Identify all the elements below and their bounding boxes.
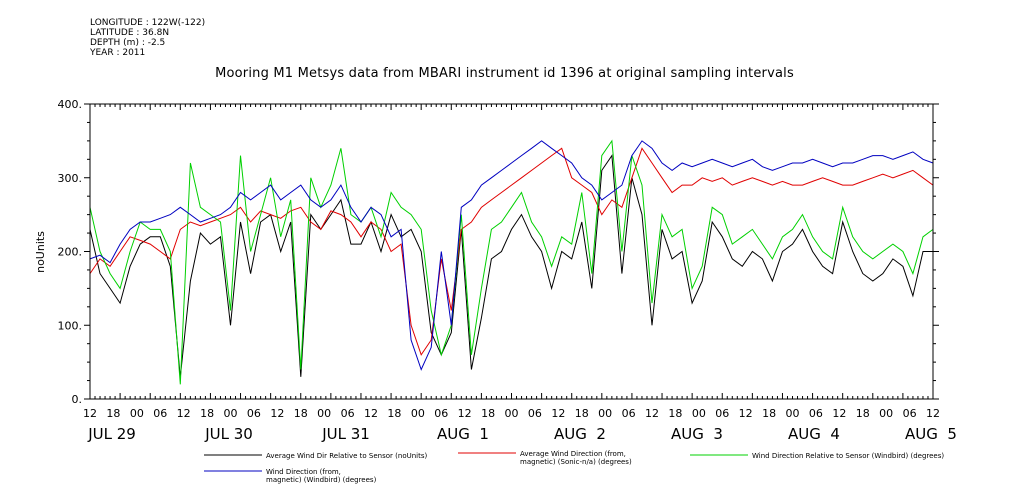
x-tick-label: 12 [739,407,753,420]
dataset-metadata: LONGITUDE : 122W(-122) LATITUDE : 36.8N … [90,18,205,58]
x-tick-label: 18 [387,407,401,420]
x-tick-label: 06 [434,407,448,420]
series-line-0 [89,154,933,377]
x-tick-label: 00 [130,407,144,420]
legend-red-label: magnetic) (Sonic-n/a) (degrees) [520,458,632,466]
x-tick-label: 18 [575,407,589,420]
x-tick-label: 18 [294,407,308,420]
series-line-1 [89,147,934,356]
x-day-label: JUL 31 [321,425,370,443]
x-tick-label: 18 [106,407,120,420]
x-tick-label: 18 [856,407,870,420]
x-axis: 12 18 00 06 12 18 00 06 12 18 00 06 12 18 00 06 12 18 00 06… [83,104,957,443]
legend-green-label: Wind Direction Relative to Sensor (Windb… [752,452,944,460]
x-tick-label: 00 [598,407,612,420]
x-tick-label: 12 [926,407,940,420]
legend-black-label: Average Wind Dir Relative to Sensor (noU… [266,452,427,460]
x-tick-label: 00 [505,407,519,420]
x-tick-label: 00 [692,407,706,420]
x-tick-label: 12 [832,407,846,420]
legend-red-label: Average Wind Direction (from, [520,450,626,458]
y-tick-label: 200. [58,246,83,259]
series-lines [89,139,934,385]
legend-blue-label: magnetic) (Windbird) (degrees) [266,476,377,484]
plot-frame [89,103,934,400]
x-day-label: JUL 30 [204,425,253,443]
x-tick-label: 18 [762,407,776,420]
x-tick-label: 00 [317,407,331,420]
x-day-label: AUG 3 [671,425,723,443]
x-tick-label: 06 [622,407,636,420]
x-tick-label: 06 [247,407,261,420]
x-day-label: AUG 5 [905,425,957,443]
x-tick-label: 18 [481,407,495,420]
x-tick-label: 00 [879,407,893,420]
y-tick-label: 100. [58,319,83,332]
y-tick-label: 0. [72,393,83,406]
x-tick-label: 00 [786,407,800,420]
y-axis-label: noUnits [34,231,47,273]
y-tick-label: 300. [58,172,83,185]
series-line-3 [89,140,934,371]
x-tick-label: 06 [903,407,917,420]
legend: Average Wind Dir Relative to Sensor (noU… [204,450,944,484]
x-tick-label: 06 [715,407,729,420]
x-tick-label: 06 [341,407,355,420]
x-tick-label: 18 [200,407,214,420]
x-tick-label: 12 [83,407,97,420]
legend-blue-label: Wind Direction (from, [266,468,341,476]
x-tick-label: 12 [458,407,472,420]
depth-text: DEPTH (m) : -2.5 [90,38,166,48]
y-axis: 0. 100. 200. 300. 400. [58,98,939,406]
x-tick-label: 12 [177,407,191,420]
x-tick-label: 12 [551,407,565,420]
x-tick-label: 00 [224,407,238,420]
year-text: YEAR : 2011 [90,48,146,58]
x-tick-label: 12 [270,407,284,420]
x-tick-label: 12 [645,407,659,420]
latitude-text: LATITUDE : 36.8N [90,28,170,38]
y-tick-label: 400. [58,98,83,111]
x-tick-label: 00 [411,407,425,420]
x-tick-label: 06 [809,407,823,420]
x-day-label: AUG 2 [554,425,606,443]
x-tick-label: 18 [668,407,682,420]
chart-title: Mooring M1 Metsys data from MBARI instru… [215,66,794,81]
x-tick-label: 06 [528,407,542,420]
x-day-label: JUL 29 [87,425,136,443]
x-tick-label: 06 [153,407,167,420]
x-day-label: AUG 1 [437,425,489,443]
x-tick-label: 12 [364,407,378,420]
x-day-label: AUG 4 [788,425,840,443]
series-line-2 [89,139,934,385]
longitude-text: LONGITUDE : 122W(-122) [90,18,206,28]
